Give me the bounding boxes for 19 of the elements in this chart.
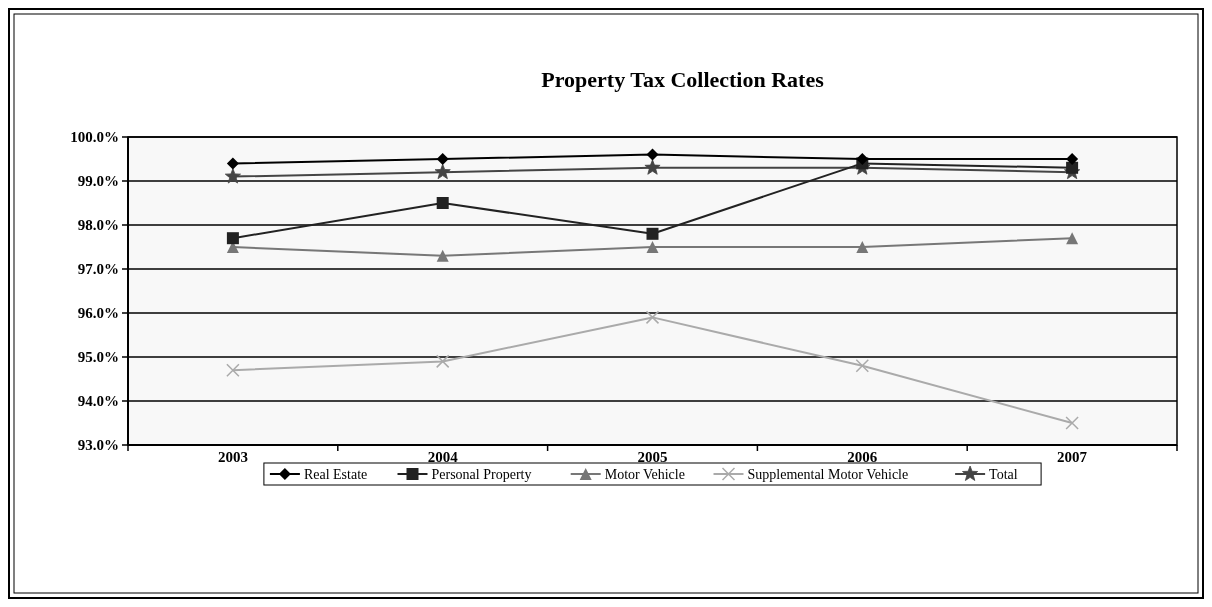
legend-label: Total	[989, 466, 1018, 482]
y-tick-label: 98.0%	[77, 217, 119, 234]
legend-label: Personal Property	[431, 466, 532, 482]
legend-label: Supplemental Motor Vehicle	[747, 466, 909, 482]
x-tick-label: 2006	[847, 449, 878, 465]
x-tick-label: 2004	[427, 449, 459, 465]
x-tick-label: 2005	[637, 449, 668, 465]
x-tick-label: 2007	[1057, 449, 1088, 465]
legend-label: Motor Vehicle	[604, 466, 685, 482]
y-tick-label: 93.0%	[77, 437, 119, 454]
y-tick-label: 96.0%	[77, 305, 119, 322]
legend-label: Real Estate	[303, 466, 368, 482]
y-tick-label: 100.0%	[70, 129, 119, 146]
y-tick-label: 94.0%	[77, 393, 119, 410]
y-tick-label: 95.0%	[77, 349, 119, 366]
y-tick-label: 97.0%	[77, 261, 119, 278]
y-tick-label: 99.0%	[77, 173, 119, 190]
x-tick-label: 2003	[217, 449, 248, 465]
chart-title: Property Tax Collection Rates	[541, 67, 825, 92]
